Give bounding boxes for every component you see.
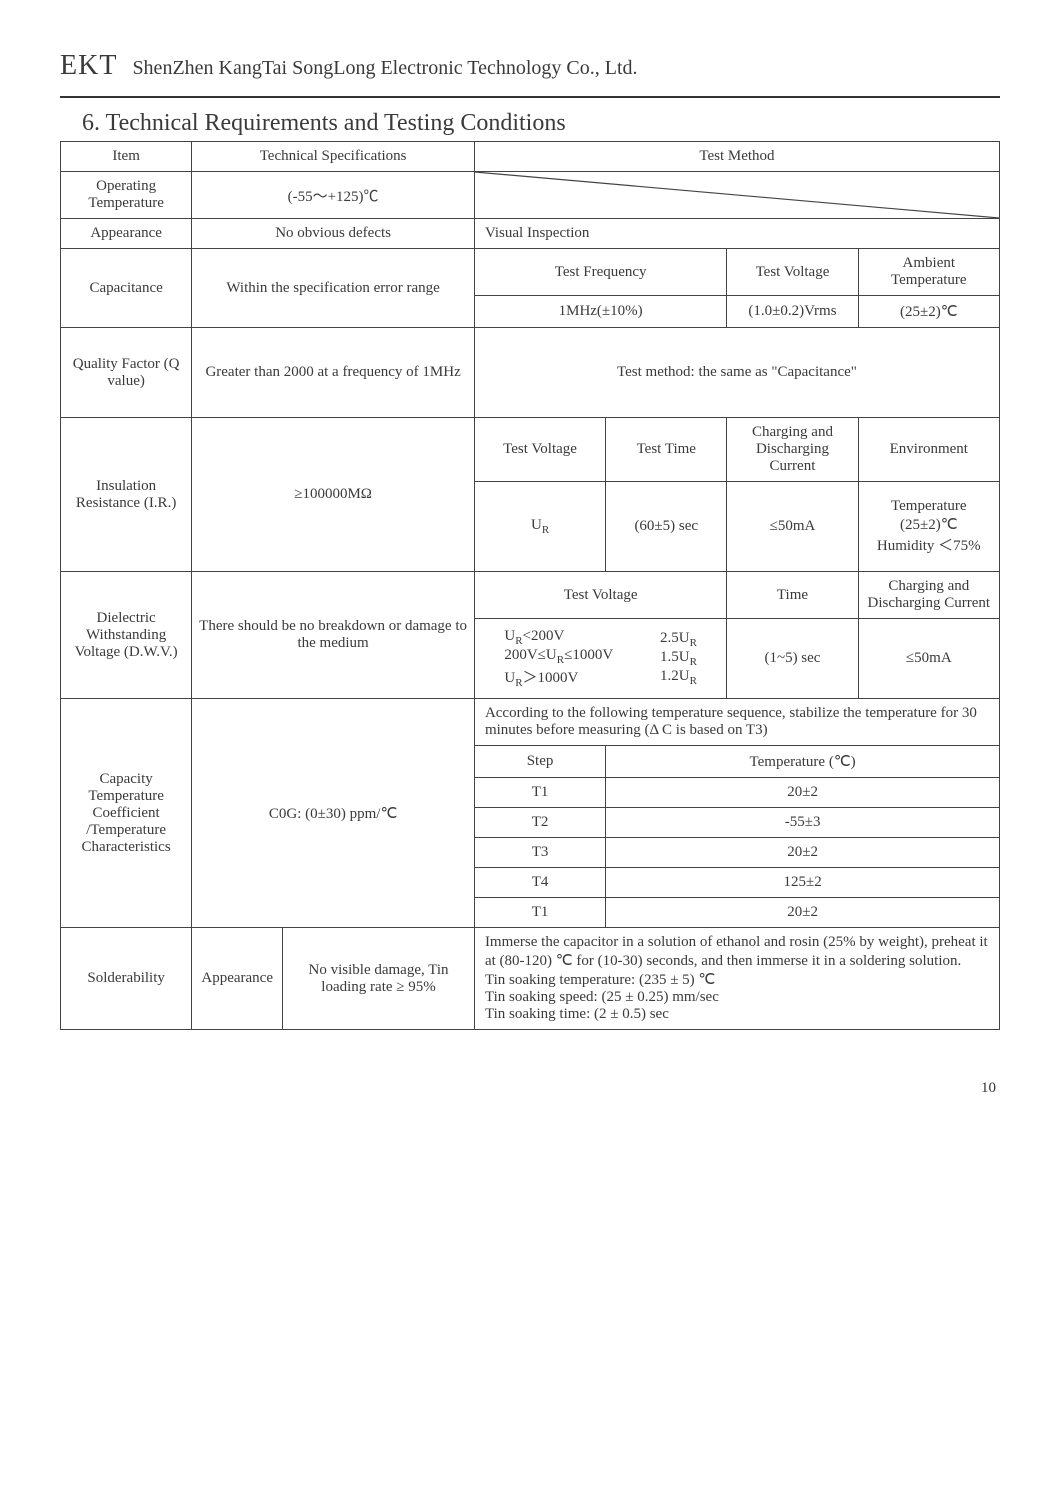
tc-t4: T4 [474, 868, 605, 898]
ir-h-curr: Charging and Discharging Current [727, 418, 858, 482]
tc-v2: -55±3 [606, 808, 1000, 838]
item-tc: Capacity Temperature Coefficient /Temper… [61, 699, 192, 928]
row-capacitance-h: Capacitance Within the specification err… [61, 249, 1000, 296]
spec-op-temp: (-55～+125)℃ [192, 172, 475, 219]
method-op-temp-diag [474, 172, 999, 219]
tc-t3: T3 [474, 838, 605, 868]
dwv-v-time: (1~5) sec [727, 619, 858, 699]
diagonal-line-icon [475, 172, 999, 218]
cap-v-volt: (1.0±0.2)Vrms [727, 296, 858, 328]
dwv-h-time: Time [727, 572, 858, 619]
tc-v1: 20±2 [606, 778, 1000, 808]
cap-h-freq: Test Frequency [474, 249, 726, 296]
item-dwv: Dielectric Withstanding Voltage (D.W.V.) [61, 572, 192, 699]
item-op-temp: Operating Temperature [61, 172, 192, 219]
tc-h-temp: Temperature (℃) [606, 746, 1000, 778]
item-appearance: Appearance [61, 219, 192, 249]
tc-t5: T1 [474, 898, 605, 928]
row-q: Quality Factor (Q value) Greater than 20… [61, 328, 1000, 418]
ir-v-time: (60±5) sec [606, 482, 727, 572]
tc-v4: 125±2 [606, 868, 1000, 898]
spec-appearance: No obvious defects [192, 219, 475, 249]
table-header-row: Item Technical Specifications Test Metho… [61, 142, 1000, 172]
ir-h-env: Environment [858, 418, 999, 482]
ir-v-volt: UR [474, 482, 605, 572]
header-rule [60, 96, 1000, 98]
brand-logo: EKT [60, 50, 117, 81]
cap-v-amb: (25±2)℃ [858, 296, 999, 328]
cap-h-volt: Test Voltage [727, 249, 858, 296]
spec-q: Greater than 2000 at a frequency of 1MHz [192, 328, 475, 418]
item-solder: Solderability [61, 928, 192, 1030]
tc-v5: 20±2 [606, 898, 1000, 928]
method-appearance: Visual Inspection [474, 219, 999, 249]
spec-ir: ≥100000MΩ [192, 418, 475, 572]
spec-table: Item Technical Specifications Test Metho… [60, 141, 1000, 1030]
tc-t2: T2 [474, 808, 605, 838]
company-name: ShenZhen KangTai SongLong Electronic Tec… [132, 57, 637, 79]
col-spec: Technical Specifications [192, 142, 475, 172]
row-dwv-h: Dielectric Withstanding Voltage (D.W.V.)… [61, 572, 1000, 619]
row-op-temp: Operating Temperature (-55～+125)℃ [61, 172, 1000, 219]
spec-tc: C0G: (0±30) ppm/℃ [192, 699, 475, 928]
spec-capacitance: Within the specification error range [192, 249, 475, 328]
method-q: Test method: the same as "Capacitance" [474, 328, 999, 418]
section-heading: Technical Requirements and Testing Condi… [106, 110, 566, 136]
section-title: 6. Technical Requirements and Testing Co… [82, 110, 1000, 137]
solder-method: Immerse the capacitor in a solution of e… [474, 928, 999, 1030]
ir-v-env: Temperature (25±2)℃ Humidity ＜75% [858, 482, 999, 572]
row-tc-desc: Capacity Temperature Coefficient /Temper… [61, 699, 1000, 746]
dwv-h-curr: Charging and Discharging Current [858, 572, 999, 619]
dwv-v-volt: UR<200V 200V≤UR≤1000V UR＞1000V 2.5UR 1.5… [474, 619, 726, 699]
row-solder: Solderability Appearance No visible dama… [61, 928, 1000, 1030]
ir-v-curr: ≤50mA [727, 482, 858, 572]
page-number: 10 [60, 1080, 1000, 1097]
item-capacitance: Capacitance [61, 249, 192, 328]
cap-v-freq: 1MHz(±10%) [474, 296, 726, 328]
page-header: EKT ShenZhen KangTai SongLong Electronic… [60, 50, 1000, 90]
row-appearance: Appearance No obvious defects Visual Ins… [61, 219, 1000, 249]
row-ir-h: Insulation Resistance (I.R.) ≥100000MΩ T… [61, 418, 1000, 482]
dwv-h-volt: Test Voltage [474, 572, 726, 619]
col-method: Test Method [474, 142, 999, 172]
solder-sub: Appearance [192, 928, 283, 1030]
tc-desc: According to the following temperature s… [474, 699, 999, 746]
tc-v3: 20±2 [606, 838, 1000, 868]
item-ir: Insulation Resistance (I.R.) [61, 418, 192, 572]
section-number: 6. [82, 110, 100, 136]
tc-h-step: Step [474, 746, 605, 778]
cap-h-amb: Ambient Temperature [858, 249, 999, 296]
ir-h-volt: Test Voltage [474, 418, 605, 482]
solder-spec: No visible damage, Tin loading rate ≥ 95… [283, 928, 475, 1030]
tc-t1: T1 [474, 778, 605, 808]
ir-h-time: Test Time [606, 418, 727, 482]
col-item: Item [61, 142, 192, 172]
spec-dwv: There should be no breakdown or damage t… [192, 572, 475, 699]
item-q: Quality Factor (Q value) [61, 328, 192, 418]
dwv-v-curr: ≤50mA [858, 619, 999, 699]
